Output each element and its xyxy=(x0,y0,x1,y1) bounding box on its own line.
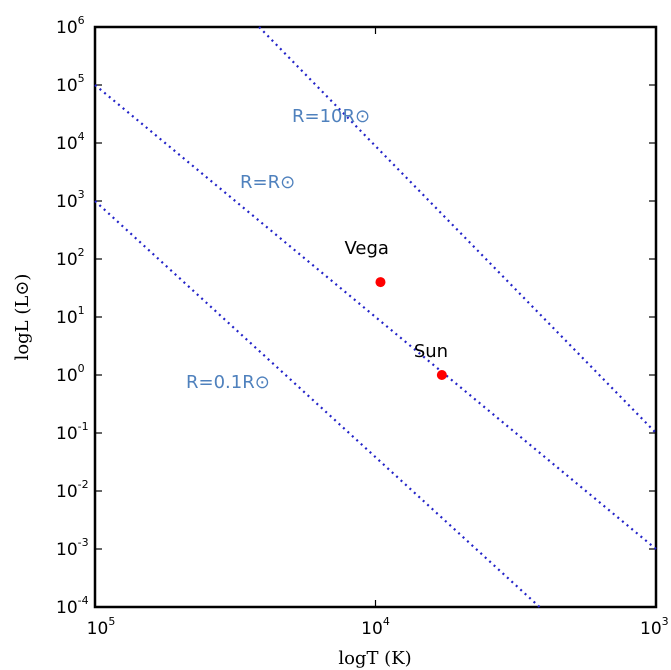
radius-line-label: R=10R⊙ xyxy=(292,106,370,127)
y-tick-label: 10-2 xyxy=(56,478,89,502)
plot-area xyxy=(93,25,658,609)
y-tick-label: 102 xyxy=(56,246,85,270)
x-axis-label: logT (K) xyxy=(338,648,411,669)
y-axis-label: logL (L⊙) xyxy=(12,274,33,361)
star-points: Vega Sun xyxy=(344,238,448,380)
y-tick-label: 106 xyxy=(56,14,85,38)
y-tick-label: 104 xyxy=(56,130,85,154)
y-tick-label: 101 xyxy=(56,304,85,328)
star-point xyxy=(375,277,386,288)
star-label: Vega xyxy=(344,238,388,259)
x-tick-label: 104 xyxy=(361,615,390,639)
radius-line xyxy=(94,200,541,608)
radius-line xyxy=(94,84,657,550)
x-tick-label: 103 xyxy=(640,615,669,639)
x-axis-ticks: 105 104 103 xyxy=(87,27,669,639)
y-tick-label: 100 xyxy=(56,362,85,386)
y-tick-label: 103 xyxy=(56,188,85,212)
radius-line xyxy=(258,26,657,434)
y-tick-label: 105 xyxy=(56,72,85,96)
x-tick-label: 105 xyxy=(87,615,116,639)
radius-line-label: R=R⊙ xyxy=(240,172,295,193)
y-tick-label: 10-3 xyxy=(56,536,89,560)
y-axis-ticks: 106 105 104 103 102 101 100 10-1 10-2 10-3 10-4 xyxy=(56,14,656,618)
y-tick-label: 10-4 xyxy=(56,594,89,618)
y-tick-label: 10-1 xyxy=(56,420,89,444)
radius-lines: R=10R⊙ R=R⊙ R=0.1R⊙ xyxy=(94,26,657,608)
star-point xyxy=(436,370,447,380)
radius-line-label: R=0.1R⊙ xyxy=(186,372,270,393)
star-label: Sun xyxy=(414,341,448,362)
